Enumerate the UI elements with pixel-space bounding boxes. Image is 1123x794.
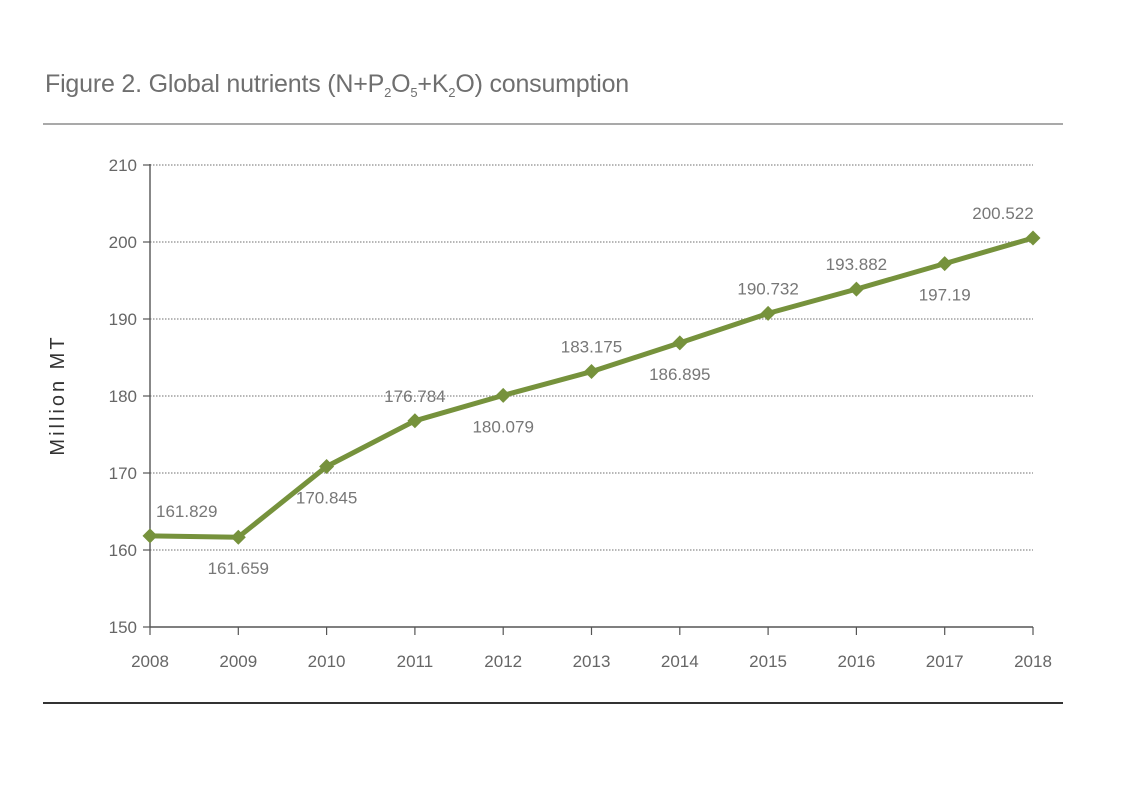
data-point-marker xyxy=(1025,230,1041,246)
x-tick-label: 2012 xyxy=(484,652,522,671)
data-label: 197.19 xyxy=(919,286,971,305)
x-tick-label: 2010 xyxy=(308,652,346,671)
data-point-marker xyxy=(760,305,776,321)
y-axis-label: Million MT xyxy=(47,334,69,455)
y-tick-label: 180 xyxy=(109,387,137,406)
bottom-divider xyxy=(43,702,1063,704)
data-point-marker xyxy=(142,528,158,544)
data-point-marker xyxy=(937,256,953,272)
data-label: 186.895 xyxy=(649,365,710,384)
data-label: 161.659 xyxy=(208,559,269,578)
y-tick-label: 190 xyxy=(109,310,137,329)
x-tick-label: 2014 xyxy=(661,652,699,671)
data-point-marker xyxy=(584,364,599,380)
data-label: 183.175 xyxy=(561,338,622,357)
x-tick-label: 2013 xyxy=(573,652,611,671)
series-group xyxy=(142,230,1041,545)
data-point-marker xyxy=(230,529,246,545)
x-axis-ticks: 2008 2009 2010 2011 2012 2013 2014 2015 2016 2017… xyxy=(131,627,1052,671)
data-point-marker xyxy=(319,458,335,474)
title-divider xyxy=(43,123,1063,125)
data-label: 190.732 xyxy=(737,279,798,298)
data-label: 161.829 xyxy=(156,502,217,521)
series-line xyxy=(147,235,1036,540)
x-tick-label: 2011 xyxy=(397,652,434,671)
y-tick-label: 150 xyxy=(109,618,137,637)
data-label: 200.522 xyxy=(972,204,1033,223)
data-labels: 161.829 161.659 170.845 176.784 180.079 183.1… xyxy=(156,204,1034,578)
x-tick-label: 2018 xyxy=(1014,652,1052,671)
data-label: 180.079 xyxy=(472,417,533,436)
x-tick-label: 2008 xyxy=(131,652,169,671)
data-point-marker xyxy=(407,413,423,429)
data-point-marker xyxy=(672,335,688,351)
y-tick-label: 200 xyxy=(109,233,137,252)
data-label: 170.845 xyxy=(296,488,357,507)
figure-title: Figure 2. Global nutrients (N+P2O5+K2O) … xyxy=(45,70,629,100)
y-tick-label: 210 xyxy=(109,156,137,175)
y-tick-label: 170 xyxy=(109,464,137,483)
x-tick-label: 2017 xyxy=(926,652,964,671)
data-label: 193.882 xyxy=(826,255,887,274)
gridlines xyxy=(150,164,1033,551)
y-tick-label: 160 xyxy=(109,541,137,560)
data-point-marker xyxy=(495,387,511,403)
data-label: 176.784 xyxy=(384,387,445,406)
data-point-marker xyxy=(848,281,864,297)
x-tick-label: 2016 xyxy=(837,652,875,671)
x-tick-label: 2015 xyxy=(749,652,787,671)
y-axis-ticks: 150 160 170 180 190 200 210 xyxy=(109,156,150,637)
x-tick-label: 2009 xyxy=(219,652,257,671)
